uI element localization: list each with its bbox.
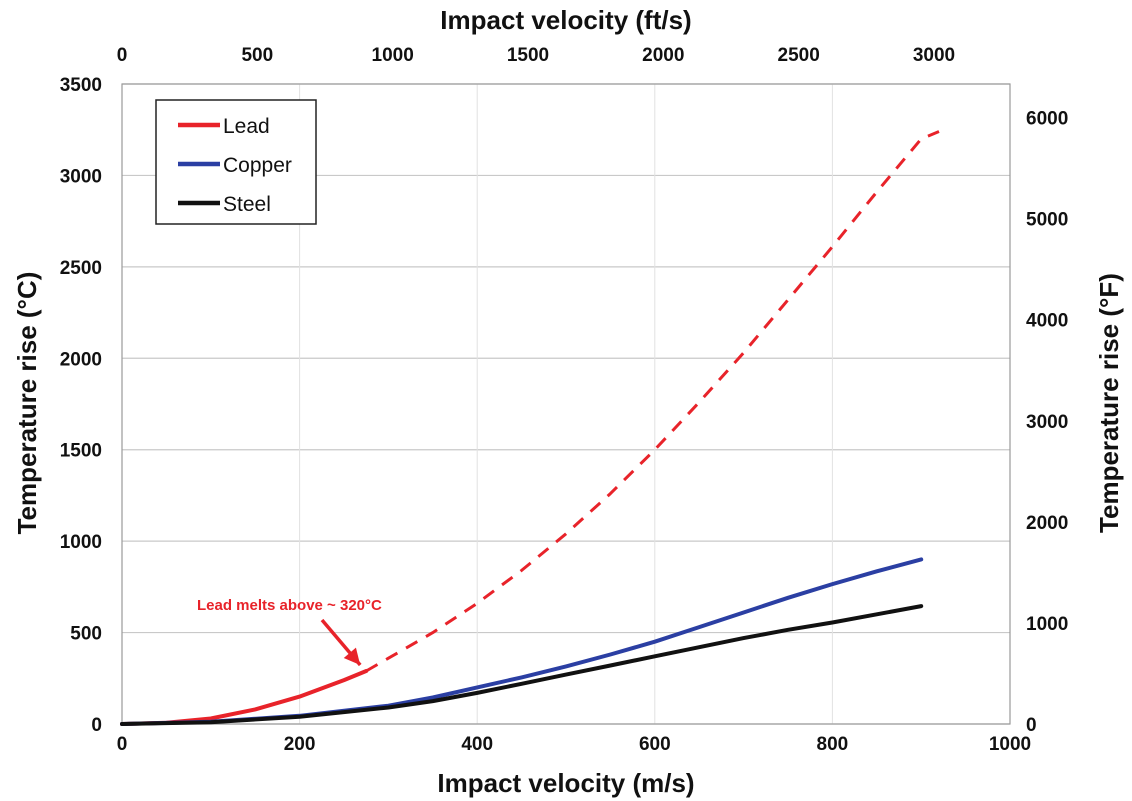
x-top-tick-label-0: 0 [117,45,128,66]
series-layer [120,130,940,726]
y-right-axis-title: Temperature rise (°F) [1094,273,1124,533]
series-line-lead [120,669,369,726]
x-top-tick-label-1: 500 [241,45,273,66]
legend-label-lead: Lead [223,115,270,138]
y-right-tick-label-3: 3000 [1026,412,1068,433]
y-tick-label-6: 3000 [60,166,102,187]
x-tick-label-1: 200 [284,734,316,755]
x-tick-labels: 0 200 400 600 800 1000 [117,734,1031,755]
x-top-tick-label-5: 2500 [778,45,820,66]
y-right-tick-label-4: 4000 [1026,311,1068,332]
x-tick-label-5: 1000 [989,734,1031,755]
y-right-tick-label-1: 1000 [1026,614,1068,635]
y-tick-label-3: 1500 [60,441,102,462]
y-tick-labels: 0 500 1000 1500 2000 2500 3000 3500 [60,75,102,736]
x-top-tick-labels: 0 500 1000 1500 2000 2500 3000 [117,45,955,66]
plot-border [121,83,1011,725]
x-tick-label-0: 0 [117,734,128,755]
x-top-axis-title: Impact velocity (ft/s) [440,5,691,35]
annotation-text-0: Lead melts above ~ 320°C [197,597,382,614]
series-line-steel [120,604,924,726]
y-tick-label-0: 0 [91,715,102,736]
y-axis-title: Temperature rise (°C) [12,272,42,535]
y-tick-label-2: 1000 [60,532,102,553]
x-top-tick-label-6: 3000 [913,45,955,66]
x-tick-label-2: 400 [461,734,493,755]
series-line-lead-dashed [365,130,940,673]
y-tick-label-1: 500 [70,624,102,645]
x-tick-label-4: 800 [817,734,849,755]
y-right-tick-labels: 0 1000 2000 3000 4000 5000 6000 [1026,109,1068,736]
x-axis-title: Impact velocity (m/s) [437,768,694,798]
x-top-tick-label-2: 1000 [372,45,414,66]
plot-frame [121,83,1011,725]
y-tick-label-7: 3500 [60,75,102,96]
y-right-tick-label-2: 2000 [1026,513,1068,534]
series-line-copper [120,557,924,726]
x-top-tick-label-4: 2000 [642,45,684,66]
legend: Lead Copper Steel [155,99,317,225]
y-right-tick-label-6: 6000 [1026,109,1068,130]
annotation-arrowhead-0 [343,647,361,665]
annotation-layer: Lead melts above ~ 320°C [197,597,382,667]
y-tick-label-5: 2500 [60,258,102,279]
x-top-tick-label-3: 1500 [507,45,549,66]
y-right-tick-label-5: 5000 [1026,210,1068,231]
y-right-tick-label-0: 0 [1026,715,1037,736]
legend-label-copper: Copper [223,154,292,177]
y-tick-label-4: 2000 [60,349,102,370]
legend-label-steel: Steel [223,193,271,216]
x-tick-label-3: 600 [639,734,671,755]
